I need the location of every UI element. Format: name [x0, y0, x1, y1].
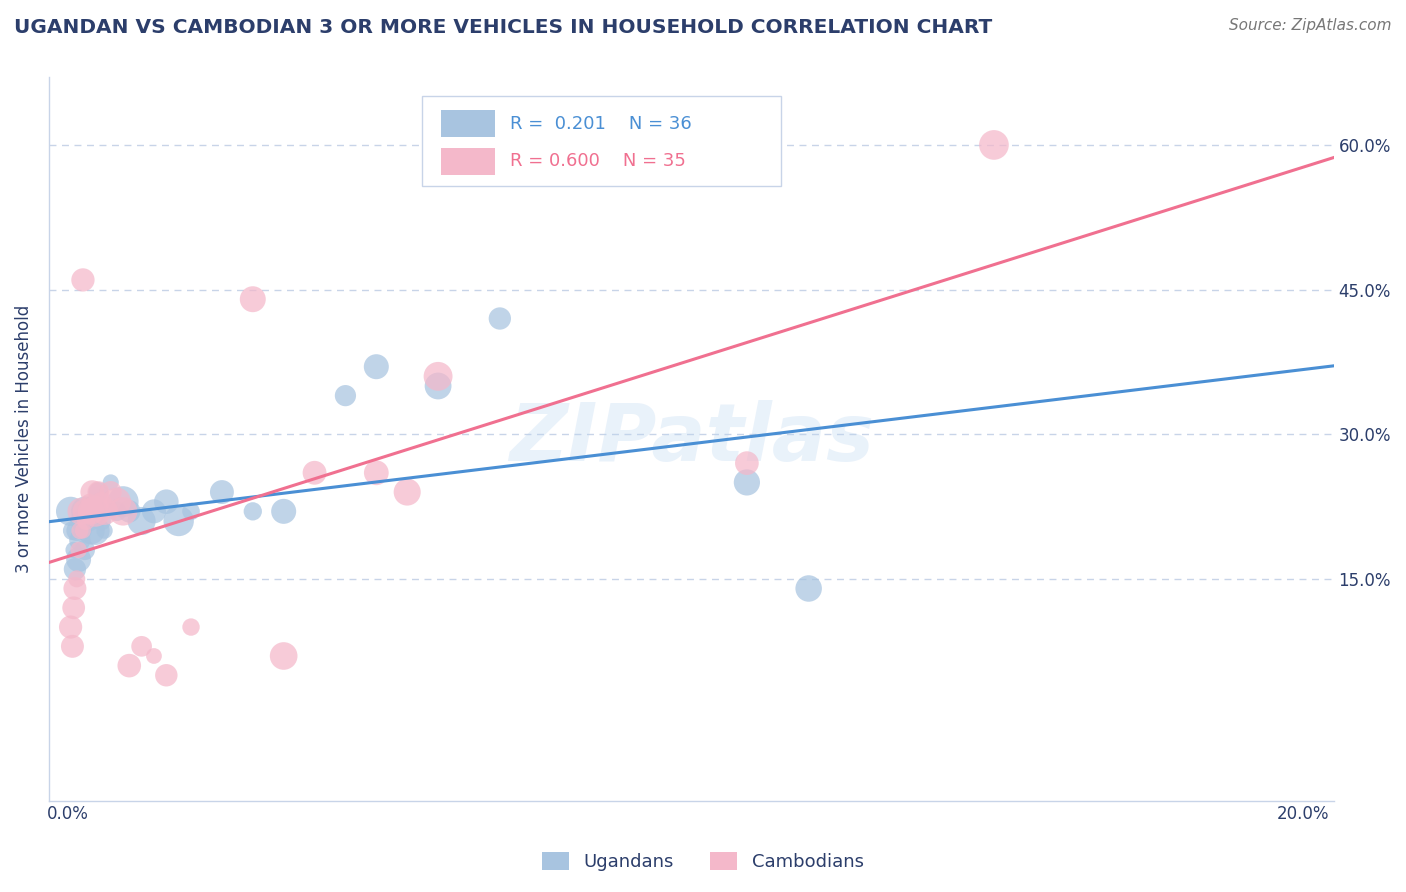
Point [77, 514, 100, 528]
Point [62, 600, 84, 615]
Point [100, 475, 122, 490]
Point [77, 494, 100, 508]
Point [131, 514, 153, 528]
Point [118, 504, 141, 518]
Point [143, 648, 166, 663]
Point [366, 466, 388, 480]
Point [72, 524, 94, 538]
Point [242, 292, 264, 306]
Point [735, 475, 758, 490]
Point [73, 504, 96, 518]
Point [983, 137, 1005, 152]
Point [131, 640, 153, 654]
Point [72, 273, 94, 287]
Point [67, 542, 90, 557]
Point [69, 533, 91, 548]
Text: UGANDAN VS CAMBODIAN 3 OR MORE VEHICLES IN HOUSEHOLD CORRELATION CHART: UGANDAN VS CAMBODIAN 3 OR MORE VEHICLES … [14, 18, 993, 37]
FancyBboxPatch shape [441, 110, 495, 137]
Point [112, 494, 135, 508]
Point [427, 379, 450, 393]
Text: Source: ZipAtlas.com: Source: ZipAtlas.com [1229, 18, 1392, 33]
Point [59, 620, 82, 634]
Point [73, 542, 96, 557]
Point [155, 668, 177, 682]
Point [735, 456, 758, 470]
Point [82, 485, 104, 500]
Point [75, 514, 97, 528]
Point [105, 494, 128, 508]
Text: ZIPatlas: ZIPatlas [509, 400, 873, 478]
Point [70, 504, 93, 518]
Point [75, 504, 97, 518]
Point [66, 572, 89, 586]
Point [211, 485, 233, 500]
Point [489, 311, 512, 326]
Point [63, 582, 86, 596]
Point [366, 359, 388, 374]
Point [80, 524, 103, 538]
Point [66, 524, 89, 538]
Point [80, 504, 103, 518]
Point [87, 485, 110, 500]
Point [118, 658, 141, 673]
Point [273, 648, 295, 663]
Text: R = 0.600    N = 35: R = 0.600 N = 35 [510, 153, 686, 170]
Point [72, 524, 94, 538]
Point [84, 524, 107, 538]
Point [180, 620, 202, 634]
Point [62, 524, 84, 538]
FancyBboxPatch shape [422, 95, 782, 186]
Point [93, 524, 115, 538]
Point [797, 582, 820, 596]
Point [242, 504, 264, 518]
Point [62, 640, 84, 654]
Point [82, 504, 104, 518]
Legend: Ugandans, Cambodians: Ugandans, Cambodians [536, 845, 870, 879]
Point [167, 514, 190, 528]
Point [105, 504, 128, 518]
Point [67, 552, 90, 566]
Point [143, 504, 166, 518]
Text: R =  0.201    N = 36: R = 0.201 N = 36 [510, 115, 692, 133]
Point [90, 494, 112, 508]
Point [155, 494, 177, 508]
Point [93, 504, 115, 518]
Point [396, 485, 419, 500]
Point [62, 542, 84, 557]
Point [335, 389, 357, 403]
Point [70, 514, 93, 528]
Point [69, 524, 91, 538]
Point [273, 504, 295, 518]
Point [427, 369, 450, 384]
Y-axis label: 3 or more Vehicles in Household: 3 or more Vehicles in Household [15, 305, 32, 574]
Point [304, 466, 326, 480]
Point [180, 504, 202, 518]
FancyBboxPatch shape [441, 147, 495, 175]
Point [87, 485, 110, 500]
Point [112, 504, 135, 518]
Point [59, 504, 82, 518]
Point [84, 504, 107, 518]
Point [63, 562, 86, 576]
Point [100, 485, 122, 500]
Point [90, 514, 112, 528]
